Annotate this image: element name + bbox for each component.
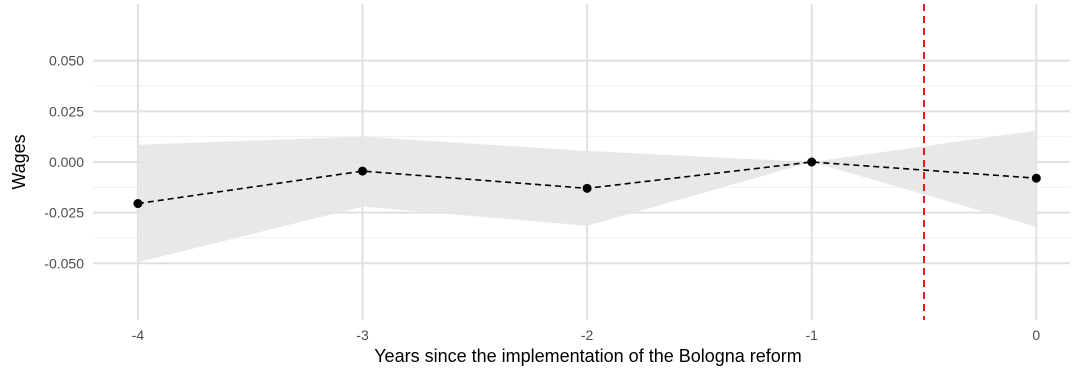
x-tick-label: -4	[132, 327, 145, 343]
y-tick-label: 0.000	[49, 154, 84, 170]
data-point	[358, 166, 368, 176]
y-tick-label: 0.025	[49, 103, 84, 119]
data-point	[133, 199, 143, 209]
confidence-band	[137, 130, 1037, 263]
x-tick-label: -2	[581, 327, 594, 343]
x-axis-tick-labels: -4 -3 -2 -1 0	[132, 327, 1041, 343]
data-point	[1031, 173, 1041, 183]
y-tick-label: -0.050	[44, 255, 84, 271]
y-axis-title: Wages	[9, 134, 29, 189]
data-point	[807, 157, 817, 167]
y-tick-label: 0.050	[49, 53, 84, 69]
x-tick-label: 0	[1032, 327, 1040, 343]
x-tick-label: -1	[805, 327, 818, 343]
x-tick-label: -3	[356, 327, 369, 343]
y-axis-tick-labels: -0.050 -0.025 0.000 0.025 0.050	[44, 53, 84, 272]
series-points-group	[133, 157, 1041, 209]
x-axis-title: Years since the implementation of the Bo…	[374, 346, 802, 366]
data-point	[582, 183, 592, 193]
confidence-band-group	[137, 130, 1037, 263]
y-tick-label: -0.025	[44, 205, 84, 221]
